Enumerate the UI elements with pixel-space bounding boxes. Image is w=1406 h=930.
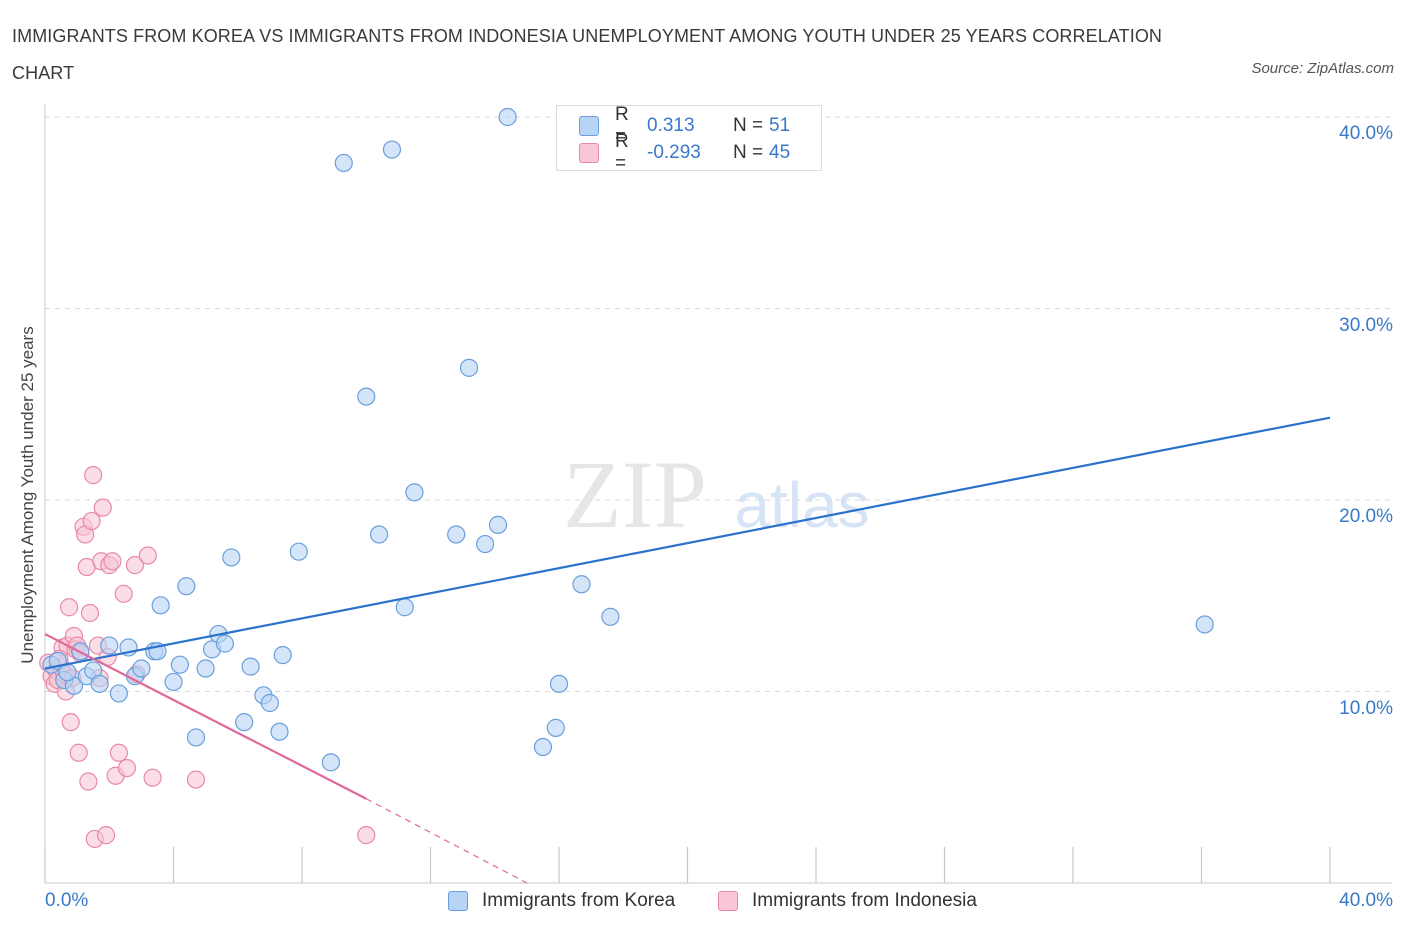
y-tick-label: 10.0% [1339, 697, 1393, 719]
legend-r-value-indonesia: -0.293 [647, 142, 701, 163]
korea-point [405, 483, 424, 502]
indonesia-point [96, 826, 116, 845]
indonesia-point [117, 758, 137, 778]
watermark-zip: ZIP [563, 441, 707, 548]
korea-point [270, 722, 289, 741]
korea-point [100, 636, 119, 655]
source-label: Source: ZipAtlas.com [1251, 60, 1394, 77]
bottom-legend: Immigrants from Korea Immigrants from In… [0, 890, 1406, 916]
korea-point [459, 358, 479, 377]
indonesia-point [103, 552, 122, 571]
legend-r-label: R = [615, 104, 629, 147]
legend-n-value-korea: 51 [769, 115, 791, 136]
grid-lines [45, 116, 1392, 692]
legend-row-korea: R = 0.313 N = 51 [579, 104, 791, 147]
korea-point [109, 684, 128, 703]
chart-title: IMMIGRANTS FROM KOREA VS IMMIGRANTS FROM… [12, 26, 1163, 83]
trend-lines [44, 416, 1331, 884]
indonesia-point [186, 770, 206, 789]
indonesia-point [80, 603, 100, 623]
korea-point [370, 525, 389, 544]
korea-point [177, 577, 196, 596]
korea-point [498, 107, 517, 127]
korea-point [260, 693, 279, 713]
indonesia-point [125, 556, 145, 575]
korea-point [289, 542, 308, 561]
korea-point [132, 659, 151, 678]
indonesia-point [61, 713, 80, 732]
indonesia-point [84, 466, 103, 485]
legend-r-value-korea: 0.313 [647, 115, 695, 136]
trend-line-korea [44, 416, 1331, 670]
korea-point [235, 713, 254, 732]
indonesia-point [59, 598, 79, 617]
indonesia-point [82, 511, 101, 531]
indonesia-point [79, 772, 98, 791]
korea-point [222, 548, 241, 567]
legend-n-value-indonesia: 45 [769, 142, 791, 163]
indonesia-point [69, 743, 88, 762]
legend-r-label: R = [615, 131, 629, 174]
indonesia-point [114, 584, 133, 603]
korea-point [357, 387, 376, 406]
korea-point [533, 737, 553, 757]
legend-n-label: N = [733, 115, 764, 136]
watermark: ZIP atlas [563, 441, 870, 548]
korea-point [164, 672, 183, 692]
series-korea-points [42, 107, 1214, 772]
trend-line-indonesia [44, 633, 367, 800]
korea-point [186, 728, 206, 747]
indonesia-point [109, 743, 128, 762]
indonesia-point [138, 546, 157, 565]
x-tick-label-max: 40.0% [1339, 890, 1393, 911]
korea-point [395, 598, 414, 617]
y-tick-label: 20.0% [1339, 506, 1393, 527]
korea-point [601, 607, 620, 626]
indonesia-point [357, 826, 376, 845]
bottom-legend-korea[interactable]: Immigrants from Korea [448, 890, 675, 912]
korea-point [273, 646, 292, 665]
korea-point [321, 753, 341, 772]
korea-point [151, 596, 170, 615]
korea-point [241, 657, 260, 676]
y-tick-label: 30.0% [1339, 314, 1393, 336]
indonesia-point [143, 768, 162, 787]
legend-n-label: N = [733, 142, 764, 163]
bottom-legend-label-indonesia: Immigrants from Indonesia [752, 890, 977, 911]
bottom-legend-indonesia[interactable]: Immigrants from Indonesia [718, 890, 977, 912]
korea-point [90, 674, 109, 693]
korea-point [488, 515, 508, 534]
indonesia-point [93, 498, 112, 517]
korea-point [334, 153, 353, 173]
y-tick-label: 40.0% [1339, 123, 1393, 144]
stats-legend: R = 0.313 N = 51 R = -0.293 N = 45 [556, 104, 822, 174]
korea-point [382, 140, 402, 159]
bottom-legend-label-korea: Immigrants from Korea [482, 890, 676, 911]
korea-point [546, 718, 565, 737]
legend-row-indonesia: R = -0.293 N = 45 [579, 131, 791, 174]
x-tick-label-min: 0.0% [45, 890, 89, 911]
korea-point [170, 655, 190, 674]
trend-line-indonesia-extension [365, 798, 528, 884]
legend-swatch-indonesia [579, 143, 599, 163]
korea-point [447, 525, 466, 544]
korea-point [1195, 615, 1214, 634]
bottom-legend-swatch-indonesia [718, 891, 738, 911]
korea-point [549, 674, 569, 693]
korea-point [215, 634, 234, 653]
legend-swatch-korea [579, 116, 599, 136]
axes [44, 104, 1392, 884]
korea-point [196, 659, 215, 678]
korea-point [572, 575, 591, 594]
korea-point [476, 534, 495, 554]
bottom-legend-swatch-korea [448, 891, 468, 911]
